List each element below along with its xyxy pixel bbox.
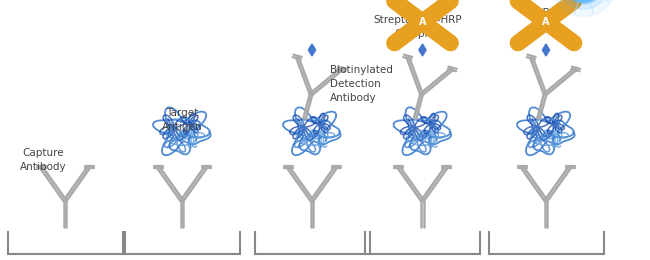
Polygon shape: [419, 44, 426, 56]
Text: A: A: [542, 17, 550, 27]
Text: A: A: [419, 17, 426, 27]
Text: Biotinylated
Detection
Antibody: Biotinylated Detection Antibody: [330, 65, 393, 103]
Circle shape: [559, 0, 609, 9]
Circle shape: [552, 0, 616, 16]
Text: Target
Antigen: Target Antigen: [162, 108, 202, 132]
Text: Streptavidin-HRP
Complex: Streptavidin-HRP Complex: [373, 15, 462, 39]
Polygon shape: [542, 44, 550, 56]
Circle shape: [566, 0, 602, 2]
Polygon shape: [308, 44, 316, 56]
Circle shape: [564, 0, 604, 4]
Text: TMB: TMB: [526, 8, 550, 18]
Text: Capture
Antibody: Capture Antibody: [20, 148, 66, 172]
